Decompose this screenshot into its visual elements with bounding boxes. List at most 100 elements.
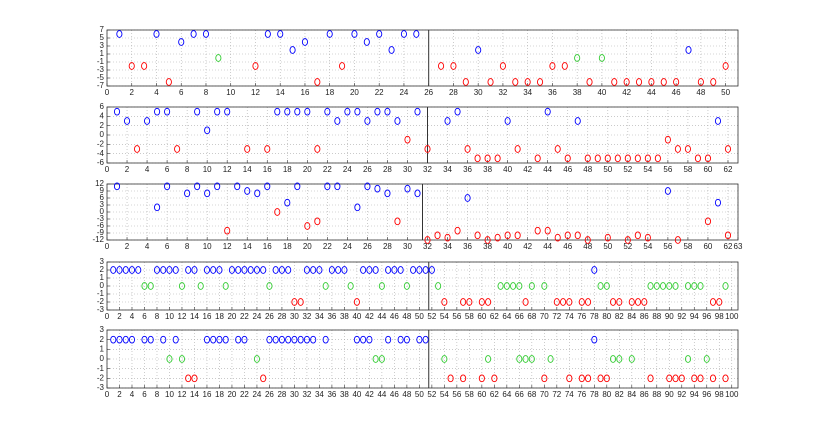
y-tick-label: -4 xyxy=(97,149,105,158)
marker xyxy=(324,107,331,116)
x-tick-label: 92 xyxy=(677,390,686,399)
x-tick-label: 44 xyxy=(377,390,386,399)
marker xyxy=(253,355,260,363)
marker xyxy=(416,266,423,274)
marker xyxy=(384,107,391,116)
marker xyxy=(704,217,712,226)
y-tick-label: -7 xyxy=(97,81,105,90)
marker xyxy=(674,145,681,153)
x-tick-label: 46 xyxy=(390,312,399,321)
x-tick-label: 20 xyxy=(303,165,312,174)
marker xyxy=(164,107,171,116)
y-tick-label: -3 xyxy=(97,65,105,74)
x-tick-label: 26 xyxy=(265,312,274,321)
marker xyxy=(672,374,679,383)
y-tick-label: -1 xyxy=(97,364,105,373)
x-tick-label: 24 xyxy=(252,390,261,399)
marker xyxy=(644,233,651,242)
x-tick-label: 88 xyxy=(652,390,661,399)
y-tick-label: -1 xyxy=(97,57,105,66)
x-tick-label: 36 xyxy=(548,88,557,97)
x-tick-label: 64 xyxy=(502,390,511,399)
x-tick-label: 16 xyxy=(203,390,212,399)
marker xyxy=(210,266,217,274)
marker xyxy=(360,335,367,344)
x-tick-label: 78 xyxy=(590,312,599,321)
marker xyxy=(278,335,285,344)
marker xyxy=(252,62,259,70)
marker xyxy=(128,335,136,344)
x-tick-label: 12 xyxy=(223,165,232,174)
marker xyxy=(160,335,167,344)
marker xyxy=(360,266,367,274)
marker xyxy=(647,374,654,383)
x-tick-label: 100 xyxy=(725,312,739,321)
marker xyxy=(153,30,160,38)
marker xyxy=(264,182,271,191)
x-tick-label: 56 xyxy=(452,390,461,399)
marker xyxy=(578,298,585,306)
marker xyxy=(447,374,454,383)
marker xyxy=(339,62,346,70)
x-tick-label: 12 xyxy=(223,242,232,251)
marker xyxy=(584,236,591,244)
marker xyxy=(697,78,704,86)
x-tick-label: 6 xyxy=(142,390,147,399)
x-tick-label: 42 xyxy=(523,165,532,174)
marker xyxy=(644,154,651,163)
marker xyxy=(450,62,457,70)
marker xyxy=(324,182,331,191)
x-tick-label: 70 xyxy=(540,390,549,399)
marker xyxy=(438,62,445,70)
marker xyxy=(574,231,581,240)
marker xyxy=(585,298,592,306)
marker xyxy=(554,233,561,242)
x-tick-label: 46 xyxy=(563,242,572,251)
y-tick-label: -2 xyxy=(97,373,105,382)
y-tick-label: -1 xyxy=(97,289,105,298)
y-tick-label: 3 xyxy=(100,200,105,209)
marker xyxy=(304,222,311,230)
x-tick-label: 26 xyxy=(265,390,274,399)
marker xyxy=(691,282,698,290)
marker xyxy=(410,266,417,274)
marker xyxy=(604,233,611,242)
x-tick-label: 40 xyxy=(503,242,512,251)
x-tick-label: 80 xyxy=(602,312,611,321)
marker xyxy=(274,107,281,116)
plot-frame xyxy=(106,329,739,389)
marker xyxy=(516,282,523,290)
y-tick-label: 6 xyxy=(100,193,105,202)
marker xyxy=(165,78,172,86)
marker xyxy=(141,62,148,70)
x-tick-label: 42 xyxy=(622,88,631,97)
marker xyxy=(144,117,151,125)
marker xyxy=(494,154,501,163)
marker xyxy=(277,30,284,38)
x-tick-label: 12 xyxy=(178,312,187,321)
marker xyxy=(310,335,317,344)
marker xyxy=(591,266,598,274)
marker xyxy=(628,355,635,363)
marker xyxy=(164,182,171,191)
x-tick-label: 32 xyxy=(423,165,432,174)
x-tick-label: 2 xyxy=(117,390,122,399)
marker xyxy=(222,335,229,344)
marker xyxy=(385,335,392,344)
marker xyxy=(260,266,267,274)
marker xyxy=(462,78,469,86)
x-tick-label: 24 xyxy=(343,165,352,174)
x-tick-label: 66 xyxy=(515,390,524,399)
marker xyxy=(499,62,506,70)
x-tick-label: 20 xyxy=(350,88,359,97)
marker xyxy=(404,184,411,193)
x-tick-label: 6 xyxy=(165,165,170,174)
marker xyxy=(351,30,358,38)
marker xyxy=(724,145,732,153)
x-tick-label: 68 xyxy=(527,390,536,399)
x-tick-label: 28 xyxy=(277,390,286,399)
y-tick-label: 0 xyxy=(100,130,105,139)
marker xyxy=(314,217,321,226)
x-tick-label: 98 xyxy=(715,390,724,399)
